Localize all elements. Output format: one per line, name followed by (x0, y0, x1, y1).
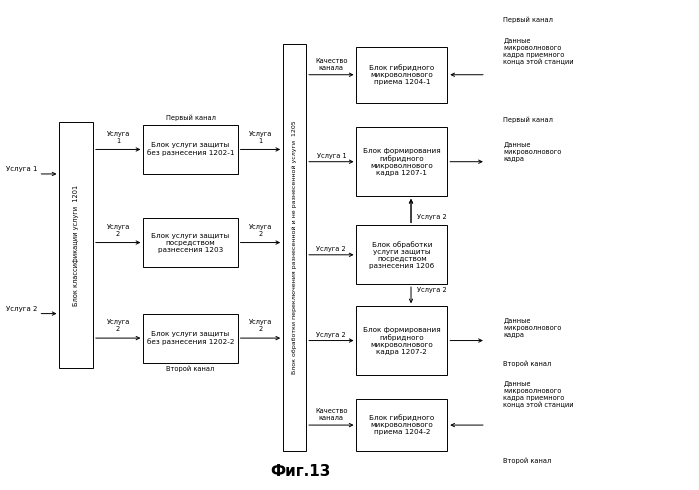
Bar (143, 125, 238, 174)
Text: Услуга
1: Услуга 1 (249, 130, 272, 144)
Bar (59, 122, 93, 368)
Text: Первый канал: Первый канал (503, 117, 553, 123)
Bar (356, 306, 447, 375)
Text: Второй канал: Второй канал (166, 365, 215, 371)
Bar (356, 225, 447, 284)
Text: Второй канал: Второй канал (503, 457, 552, 464)
Bar (356, 399, 447, 451)
Text: Данные
микроволнового
кадра: Данные микроволнового кадра (503, 318, 562, 339)
Text: Услуга 1: Услуга 1 (6, 166, 37, 172)
Bar (283, 44, 306, 451)
Text: Услуга
2: Услуга 2 (106, 223, 130, 237)
Text: Услуга 1: Услуга 1 (317, 153, 346, 159)
Bar (356, 127, 447, 196)
Text: Данные
микроволнового
кадра приемного
конца этой станции: Данные микроволнового кадра приемного ко… (503, 381, 574, 408)
Text: Блок классификации услуги  1201: Блок классификации услуги 1201 (73, 184, 79, 306)
Text: Услуга 2: Услуга 2 (317, 332, 346, 338)
Text: Услуга 2: Услуга 2 (417, 215, 447, 220)
Bar (356, 47, 447, 103)
Text: Данные
микроволнового
кадра приемного
конца этой станции: Данные микроволнового кадра приемного ко… (503, 38, 574, 65)
Text: Фиг.13: Фиг.13 (271, 464, 331, 479)
Text: Услуга
2: Услуга 2 (249, 223, 272, 237)
Text: Первый канал: Первый канал (166, 115, 215, 121)
Text: Блок формирования
гибридного
микроволнового
кадра 1207-2: Блок формирования гибридного микроволнов… (363, 326, 441, 355)
Text: Блок обработки
услуги защиты
посредством
разнесения 1206: Блок обработки услуги защиты посредством… (369, 241, 435, 269)
Text: Данные
микроволнового
кадра: Данные микроволнового кадра (503, 142, 562, 162)
Text: Блок услуги защиты
без разнесения 1202-2: Блок услуги защиты без разнесения 1202-2 (147, 331, 234, 345)
Text: Второй канал: Второй канал (503, 360, 552, 367)
Text: Первый канал: Первый канал (503, 16, 553, 23)
Text: Блок формирования
гибридного
микроволнового
кадра 1207-1: Блок формирования гибридного микроволнов… (363, 147, 441, 176)
Text: Блок услуги защиты
без разнесения 1202-1: Блок услуги защиты без разнесения 1202-1 (147, 143, 234, 156)
Text: Услуга
1: Услуга 1 (106, 130, 130, 144)
Text: Услуга
2: Услуга 2 (249, 319, 272, 332)
Text: Услуга 2: Услуга 2 (6, 306, 37, 312)
Text: Блок услуги защиты
посредством
разнесения 1203: Блок услуги защиты посредством разнесени… (152, 233, 229, 252)
Text: Блок гибридного
микроволнового
приема 1204-2: Блок гибридного микроволнового приема 12… (369, 415, 435, 436)
Text: Услуга
2: Услуга 2 (106, 319, 130, 332)
Bar (143, 314, 238, 363)
Text: Услуга 2: Услуга 2 (417, 287, 447, 293)
Bar (143, 218, 238, 267)
Text: Качество
канала: Качество канала (315, 408, 347, 421)
Text: Блок гибридного
микроволнового
приема 1204-1: Блок гибридного микроволнового приема 12… (369, 64, 435, 85)
Text: Блок обработки переключения разнесенной и не разнесенной услуги  1205: Блок обработки переключения разнесенной … (292, 121, 297, 374)
Text: Качество
канала: Качество канала (315, 58, 347, 71)
Text: Услуга 2: Услуга 2 (317, 246, 346, 252)
